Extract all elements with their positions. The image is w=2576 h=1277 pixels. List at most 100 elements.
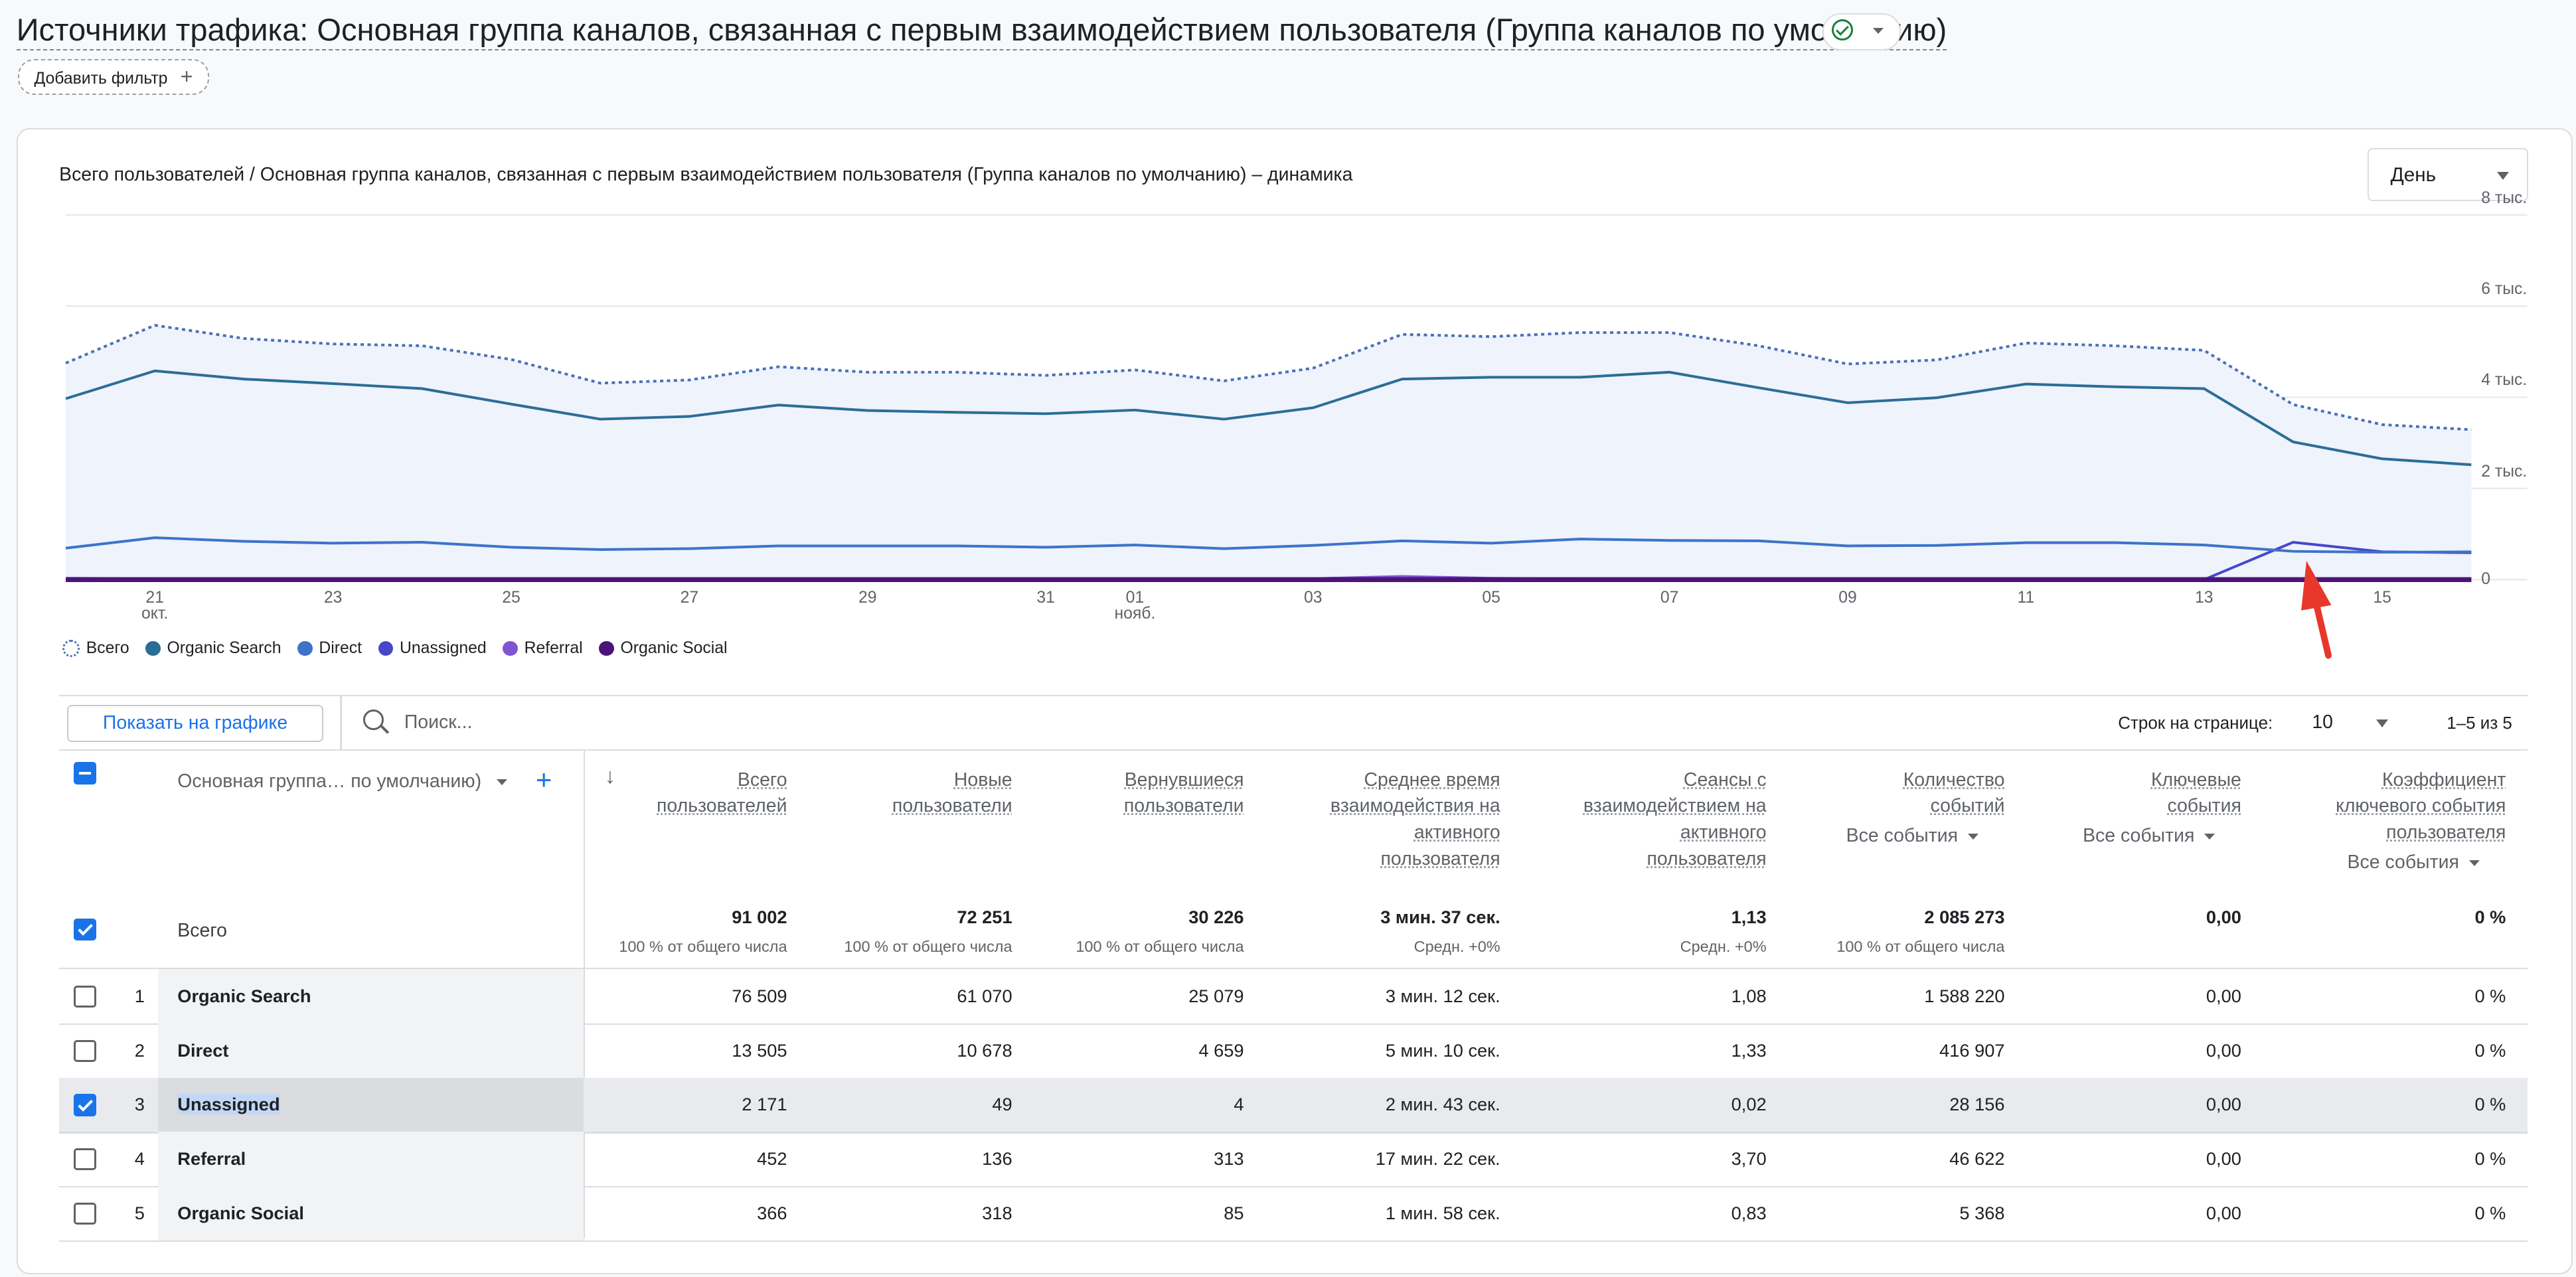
column-header-line: Ключевые xyxy=(2028,767,2241,794)
legend-item[interactable]: Всего xyxy=(62,639,129,658)
column-header[interactable]: Новые пользователи xyxy=(799,767,1012,820)
column-header-line: пользователи xyxy=(799,793,1012,820)
line-chart[interactable] xyxy=(0,205,2576,635)
row-metric-value: 0,02 xyxy=(1731,1094,1767,1115)
row-metric-value: 28 156 xyxy=(1949,1094,2005,1115)
row-metric-value: 0,00 xyxy=(2206,1202,2241,1223)
legend-dot-icon xyxy=(378,640,394,656)
divider xyxy=(583,749,586,1239)
row-metric-value: 76 509 xyxy=(732,986,787,1006)
column-header[interactable]: Ключевые события Все события xyxy=(2028,767,2241,850)
row-checkbox[interactable] xyxy=(74,986,96,1008)
legend-item[interactable]: Organic Social xyxy=(599,639,727,658)
column-header[interactable]: Среднее время взаимодействия на активного п… xyxy=(1253,767,1500,872)
arrow-down-icon[interactable]: ↓ xyxy=(604,763,615,788)
row-checkbox[interactable] xyxy=(74,1039,96,1062)
column-header-text: события xyxy=(2167,795,2241,817)
row-number: 5 xyxy=(134,1202,145,1223)
divider xyxy=(59,694,2528,697)
totals-checkbox[interactable] xyxy=(74,918,96,940)
x-tick-day: 27 xyxy=(680,588,699,607)
search-input[interactable]: Поиск... xyxy=(404,711,473,733)
row-checkbox[interactable] xyxy=(74,1094,96,1116)
y-tick-label: 0 xyxy=(2481,569,2490,588)
column-header[interactable]: Всего пользователей xyxy=(590,767,787,820)
row-dimension-label: Unassigned xyxy=(177,1094,280,1115)
rows-per-page-label: Строк на странице: xyxy=(2118,713,2273,733)
legend-label: Organic Search xyxy=(167,638,282,657)
add-dimension-plus-icon[interactable]: + xyxy=(535,763,552,795)
select-all-checkbox[interactable] xyxy=(74,762,96,785)
totals-subtext: 100 % от общего числа xyxy=(1836,938,2005,956)
row-number: 4 xyxy=(134,1148,145,1169)
add-filter-button[interactable]: Добавить фильтр + xyxy=(18,59,209,95)
row-metric-value: 452 xyxy=(757,1148,787,1169)
column-header[interactable]: Вернувшиеся пользователи xyxy=(1020,767,1244,820)
totals-value: 0,00 xyxy=(2206,907,2241,928)
plus-icon: + xyxy=(180,64,193,89)
column-header[interactable]: Коэффициент ключевого события пользователя… xyxy=(2259,767,2506,875)
row-metric-value: 0,00 xyxy=(2206,1039,2241,1061)
event-selector[interactable]: Все события xyxy=(2028,823,2241,850)
divider xyxy=(59,1023,2528,1025)
show-on-chart-button[interactable]: Показать на графике xyxy=(67,704,323,742)
chevron-down-icon[interactable] xyxy=(2375,719,2388,727)
legend-item[interactable]: Unassigned xyxy=(378,639,487,658)
totals-value: 1,13 xyxy=(1731,907,1767,928)
column-header-text: взаимодействия на xyxy=(1330,795,1500,817)
series-line-organic-search xyxy=(65,370,2472,467)
row-dimension-value[interactable]: Organic Search xyxy=(177,986,311,1007)
totals-value: 2 085 273 xyxy=(1924,907,2005,928)
divider xyxy=(340,696,342,749)
row-metric-value: 1,08 xyxy=(1731,986,1767,1006)
dimension-selector[interactable]: Основная группа… по умолчанию) xyxy=(177,771,507,792)
row-metric-value: 0,00 xyxy=(2206,986,2241,1006)
column-header-line: пользователя xyxy=(2259,820,2506,846)
row-dimension-value[interactable]: Organic Social xyxy=(177,1203,304,1224)
check-circle-icon xyxy=(1832,19,1854,41)
column-header-text: пользователя xyxy=(1380,848,1500,869)
column-header-line: активного xyxy=(1253,820,1500,846)
row-checkbox[interactable] xyxy=(74,1148,96,1171)
x-tick-month: окт. xyxy=(141,605,169,623)
row-checkbox[interactable] xyxy=(74,1202,96,1225)
column-header-text: Сеансы с xyxy=(1683,769,1767,790)
column-header-text: пользователя xyxy=(1647,848,1767,869)
data-quality-chip[interactable] xyxy=(1822,13,1901,50)
column-header-line: Коэффициент xyxy=(2259,767,2506,794)
chevron-down-icon xyxy=(1873,27,1884,34)
row-metric-value: 0 % xyxy=(2474,1039,2506,1061)
totals-value: 30 226 xyxy=(1188,907,1244,928)
row-metric-value: 61 070 xyxy=(957,986,1012,1006)
column-header-line: взаимодействия на xyxy=(1253,793,1500,820)
row-dimension-value[interactable]: Referral xyxy=(177,1148,246,1169)
legend-label: Direct xyxy=(319,638,362,657)
x-tick-day: 31 xyxy=(1036,588,1055,607)
totals-subtext: Средн. +0% xyxy=(1680,938,1767,956)
row-dimension-value[interactable]: Unassigned xyxy=(177,1094,280,1115)
event-selector[interactable]: Все события xyxy=(1775,823,2005,850)
column-header[interactable]: Количество событий Все события xyxy=(1775,767,2005,850)
row-metric-value: 366 xyxy=(757,1202,787,1223)
column-header-text: ключевого события xyxy=(2336,795,2506,817)
legend-item[interactable]: Referral xyxy=(503,639,583,658)
page-title[interactable]: Источники трафика: Основная группа канал… xyxy=(16,10,1947,51)
row-metric-value: 416 907 xyxy=(1939,1039,2005,1061)
event-selector[interactable]: Все события xyxy=(2259,850,2506,876)
row-metric-value: 1 мин. 58 сек. xyxy=(1385,1202,1500,1223)
legend-item[interactable]: Direct xyxy=(297,639,362,658)
legend-dot-icon xyxy=(503,640,518,656)
row-dimension-value[interactable]: Direct xyxy=(177,1040,228,1061)
period-select[interactable]: День xyxy=(2368,147,2529,202)
row-metric-value: 10 678 xyxy=(957,1039,1012,1061)
rows-per-page-select[interactable]: 10 xyxy=(2312,711,2333,733)
column-header-line: Количество xyxy=(1775,767,2005,794)
row-metric-value: 0,00 xyxy=(2206,1094,2241,1115)
add-filter-label: Добавить фильтр xyxy=(34,70,168,88)
column-header-text: Новые xyxy=(953,769,1012,790)
totals-value: 91 002 xyxy=(732,907,787,928)
row-metric-value: 46 622 xyxy=(1949,1148,2005,1169)
totals-subtext: 100 % от общего числа xyxy=(619,938,787,956)
column-header[interactable]: Сеансы с взаимодействием на активного польз… xyxy=(1520,767,1767,872)
legend-item[interactable]: Organic Search xyxy=(145,638,282,658)
